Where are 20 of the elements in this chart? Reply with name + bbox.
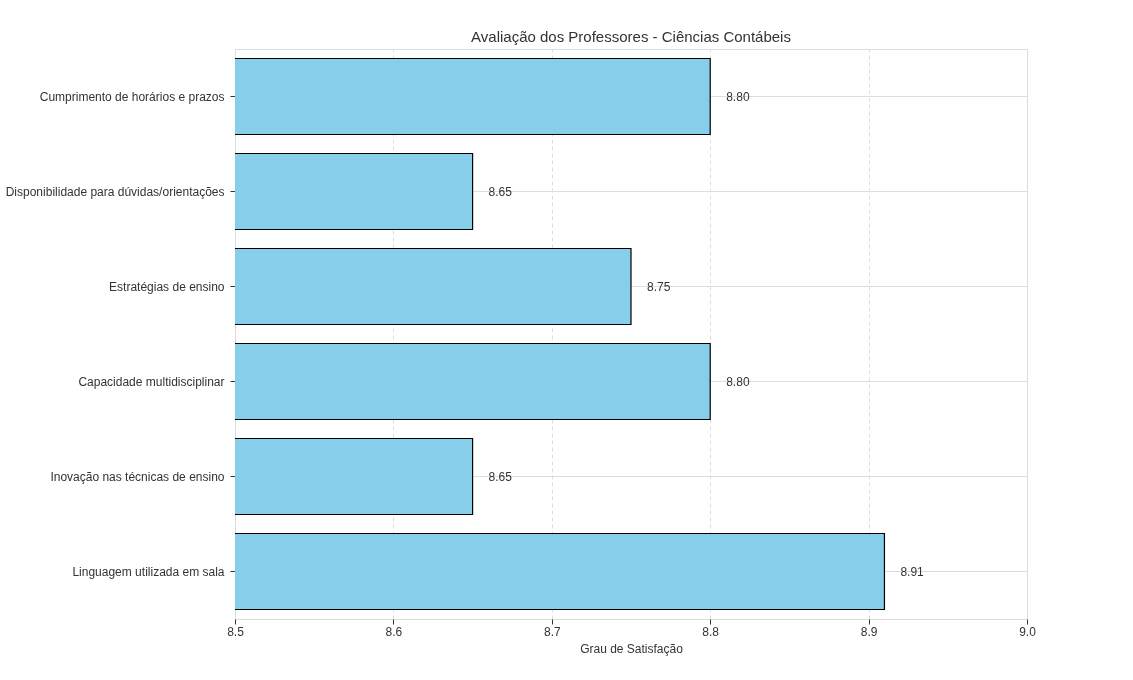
x-tick-label: 8.8 — [702, 624, 720, 639]
y-tick-label: Disponibilidade para dúvidas/orientações — [5, 184, 225, 199]
x-tick-label: 8.7 — [543, 624, 561, 639]
x-tick-label: 8.5 — [227, 624, 245, 639]
y-tick-label: Estratégias de ensino — [109, 279, 225, 294]
y-tick-label: Inovação nas técnicas de ensino — [50, 469, 225, 484]
data-label: 8.80 — [726, 89, 750, 104]
x-tick-label: 8.6 — [385, 624, 403, 639]
x-axis-title: Grau de Satisfação — [580, 641, 684, 656]
data-label: 8.80 — [726, 374, 750, 389]
x-tick-label: 8.9 — [860, 624, 878, 639]
y-tick-label: Capacidade multidisciplinar — [78, 374, 225, 389]
data-label: 8.75 — [647, 279, 671, 294]
x-tick-label: 9.0 — [1019, 624, 1037, 639]
data-label: 8.91 — [900, 564, 925, 579]
data-label: 8.65 — [488, 184, 513, 199]
y-tick-label: Cumprimento de horários e prazos — [39, 89, 225, 104]
y-tick-label: Linguagem utilizada em sala — [72, 564, 225, 579]
data-label: 8.65 — [488, 469, 513, 484]
chart-title: Avaliação dos Professores - Ciências Contábeis — [471, 28, 791, 45]
